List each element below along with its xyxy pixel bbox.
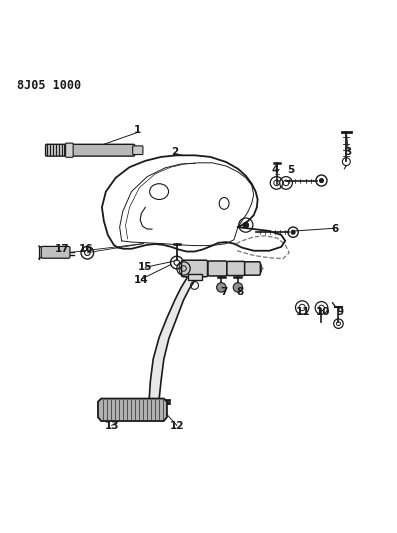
Circle shape — [320, 179, 324, 182]
Text: 8J05 1000: 8J05 1000 — [17, 79, 81, 92]
Circle shape — [233, 282, 243, 292]
Text: 2: 2 — [171, 147, 179, 157]
FancyBboxPatch shape — [41, 246, 70, 258]
Text: 17: 17 — [55, 244, 70, 254]
Text: 4: 4 — [272, 165, 279, 175]
Polygon shape — [188, 274, 202, 280]
Text: 7: 7 — [220, 287, 228, 297]
Text: 9: 9 — [337, 307, 344, 317]
Circle shape — [217, 282, 226, 292]
Circle shape — [243, 222, 249, 228]
Text: 15: 15 — [138, 262, 152, 271]
FancyBboxPatch shape — [46, 144, 135, 156]
Text: 11: 11 — [296, 307, 310, 317]
FancyBboxPatch shape — [66, 143, 73, 157]
Polygon shape — [98, 399, 167, 421]
Text: 8: 8 — [236, 287, 243, 297]
FancyBboxPatch shape — [208, 261, 227, 276]
Text: 16: 16 — [79, 244, 93, 254]
FancyBboxPatch shape — [245, 262, 260, 275]
Text: 1: 1 — [134, 125, 141, 135]
FancyBboxPatch shape — [133, 146, 143, 155]
Circle shape — [291, 230, 295, 234]
Polygon shape — [149, 399, 159, 403]
FancyBboxPatch shape — [227, 261, 245, 276]
FancyBboxPatch shape — [181, 260, 208, 277]
Text: 10: 10 — [316, 307, 330, 317]
Text: 13: 13 — [104, 421, 119, 431]
Text: 3: 3 — [345, 147, 352, 157]
Polygon shape — [149, 270, 198, 400]
Text: 5: 5 — [287, 165, 295, 175]
Text: 12: 12 — [170, 421, 184, 431]
Text: 14: 14 — [134, 276, 148, 285]
Text: 6: 6 — [331, 224, 338, 234]
